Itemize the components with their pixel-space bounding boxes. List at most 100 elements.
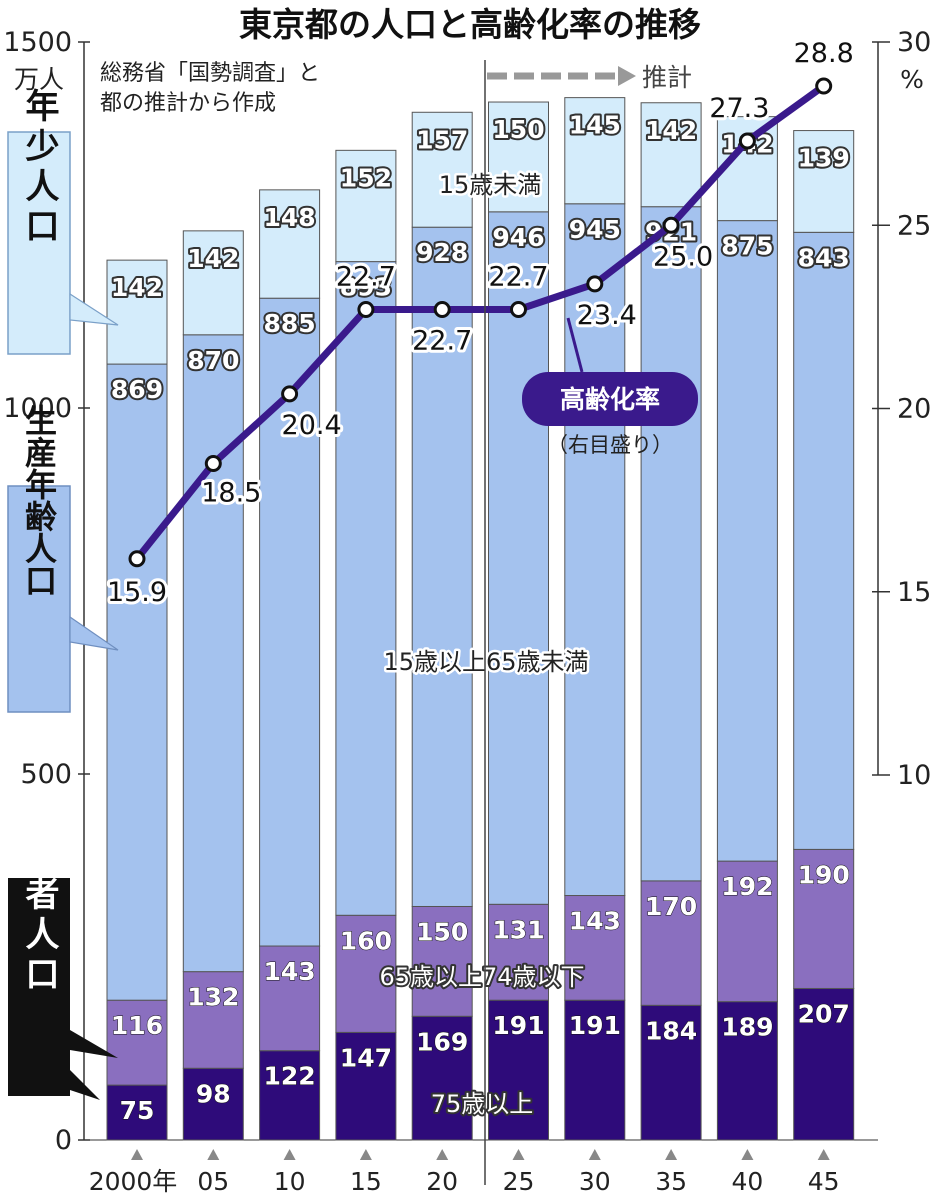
bar-segment-old75 [106,1084,168,1141]
side-pointer-young [69,292,119,326]
side-box-working [7,485,71,713]
band-labels: 15歳未満 15歳以上65歳未満 65歳以上74歳以下 75歳以上 [377,169,591,1121]
rate-value-label: 28.8 [794,38,854,69]
rate-value-label: 27.3 [709,93,769,124]
bar-segment-young [564,97,626,205]
side-box-young [7,131,71,355]
estimate-arrow-head [618,66,636,86]
legend-label: 高齢化率 [560,385,660,414]
side-label-elderly: 高齢者人口 [19,796,59,996]
segment-value-old65_74: 170 [645,892,697,921]
segment-value-young: 157 [416,125,468,154]
rate-point [281,385,299,403]
x-tick-label: 20 [426,1167,458,1196]
side-box-elderly [8,878,70,1096]
right-axis-unit: % [900,65,924,94]
x-tick-marker [283,1149,296,1160]
bar-segment-young [335,149,397,263]
x-tick-label: 2000年 [89,1167,178,1196]
bar-segment-working [106,363,168,1001]
rate-legend: 高齢化率 （右目盛り） [522,317,698,457]
segment-value-old75: 169 [416,1027,468,1056]
segment-value-young: 148 [264,203,316,232]
rate-point [128,550,146,568]
segment-value-old65_74: 192 [721,872,773,901]
bar-segment-working [411,226,473,907]
legend-pointer [566,317,584,373]
right-tick-label: 25 [897,210,931,241]
rate-value-label: 22.7 [488,262,548,293]
segment-value-old65_74: 116 [111,1011,163,1040]
bar-segment-old75 [564,999,626,1141]
bar-segment-old65_74 [335,914,397,1033]
rate-point [357,301,375,319]
bar-group [106,259,168,1141]
right-tick-label: 30 [897,27,931,58]
segment-value-old75: 207 [798,999,850,1028]
legend-sublabel: （右目盛り） [547,433,673,457]
bar-group [488,101,549,1141]
band-label-working: 15歳以上65歳未満 [383,648,588,676]
band-label-75plus: 75歳以上 [431,1090,534,1118]
bar-group [564,97,626,1141]
segment-value-working: 893 [340,273,392,302]
rate-value-label: 22.7 [412,326,472,357]
segment-value-old65_74: 132 [187,983,239,1012]
bar-segment-old65_74 [488,903,549,1001]
rate-point [815,77,833,95]
source-note-line1: 総務省「国勢調査」と [100,61,320,86]
left-tick-label: 1500 [3,27,72,58]
bar-group [411,111,473,1141]
band-label-65-74: 65歳以上74歳以下 [379,963,584,991]
segment-value-old75: 189 [721,1013,773,1042]
x-tick-marker [817,1149,830,1160]
segment-value-working: 928 [416,238,468,267]
bar-segment-young [182,230,244,336]
x-tick-label: 05 [197,1167,229,1196]
segment-labels: 75 116 869 142 98 132 870 142 122 143 885 148 147 160… [109,109,852,1126]
bar-group [335,149,397,1141]
side-pointer-elderly-b [70,1070,100,1100]
rate-value-label: 23.4 [577,300,637,331]
bar-segment-old75 [640,1004,702,1141]
bar-segment-working [793,231,855,850]
segment-value-working: 869 [111,375,163,404]
side-pointer-elderly-a [70,1030,118,1058]
x-tick-marker [665,1149,678,1160]
segment-value-young: 145 [569,111,621,140]
left-tick-label: 0 [55,1125,72,1156]
x-tick-marker [359,1149,372,1160]
bar-segment-old75 [182,1067,244,1141]
segment-value-young: 152 [340,163,392,192]
bar-segment-old65_74 [640,880,702,1006]
bar-segment-young [411,111,473,228]
segment-value-old75: 75 [120,1096,155,1125]
bar-segment-young [106,259,168,365]
bar-segment-old75 [488,999,549,1141]
bar-segment-young [259,189,321,299]
x-tick-marker [436,1149,449,1160]
bar-segment-working [182,334,244,973]
rate-value-label: 15.9 [107,577,167,608]
bar-segment-old65_74 [564,895,626,1001]
x-tick-label: 40 [731,1167,763,1196]
bar-group [259,189,321,1141]
right-tick-label: 15 [897,577,931,608]
segment-value-old75: 122 [264,1062,316,1091]
rate-point [510,301,527,319]
side-label-young: 年少人口 [19,88,59,248]
bar-segment-working [259,297,321,947]
bar-segment-old75 [335,1031,397,1141]
bar-segment-old75 [793,987,855,1141]
segment-value-working: 875 [721,232,773,261]
x-tick-marker [207,1149,220,1160]
bar-segment-young [640,102,702,208]
bar-segment-young [488,101,549,213]
bar-segment-old65_74 [411,905,473,1017]
x-tick-label: 45 [808,1167,840,1196]
segment-value-young: 142 [187,244,239,273]
segment-value-working: 870 [187,346,239,375]
left-tick-label: 500 [20,759,72,790]
segment-value-old75: 191 [569,1011,621,1040]
bar-segment-old65_74 [716,860,778,1003]
